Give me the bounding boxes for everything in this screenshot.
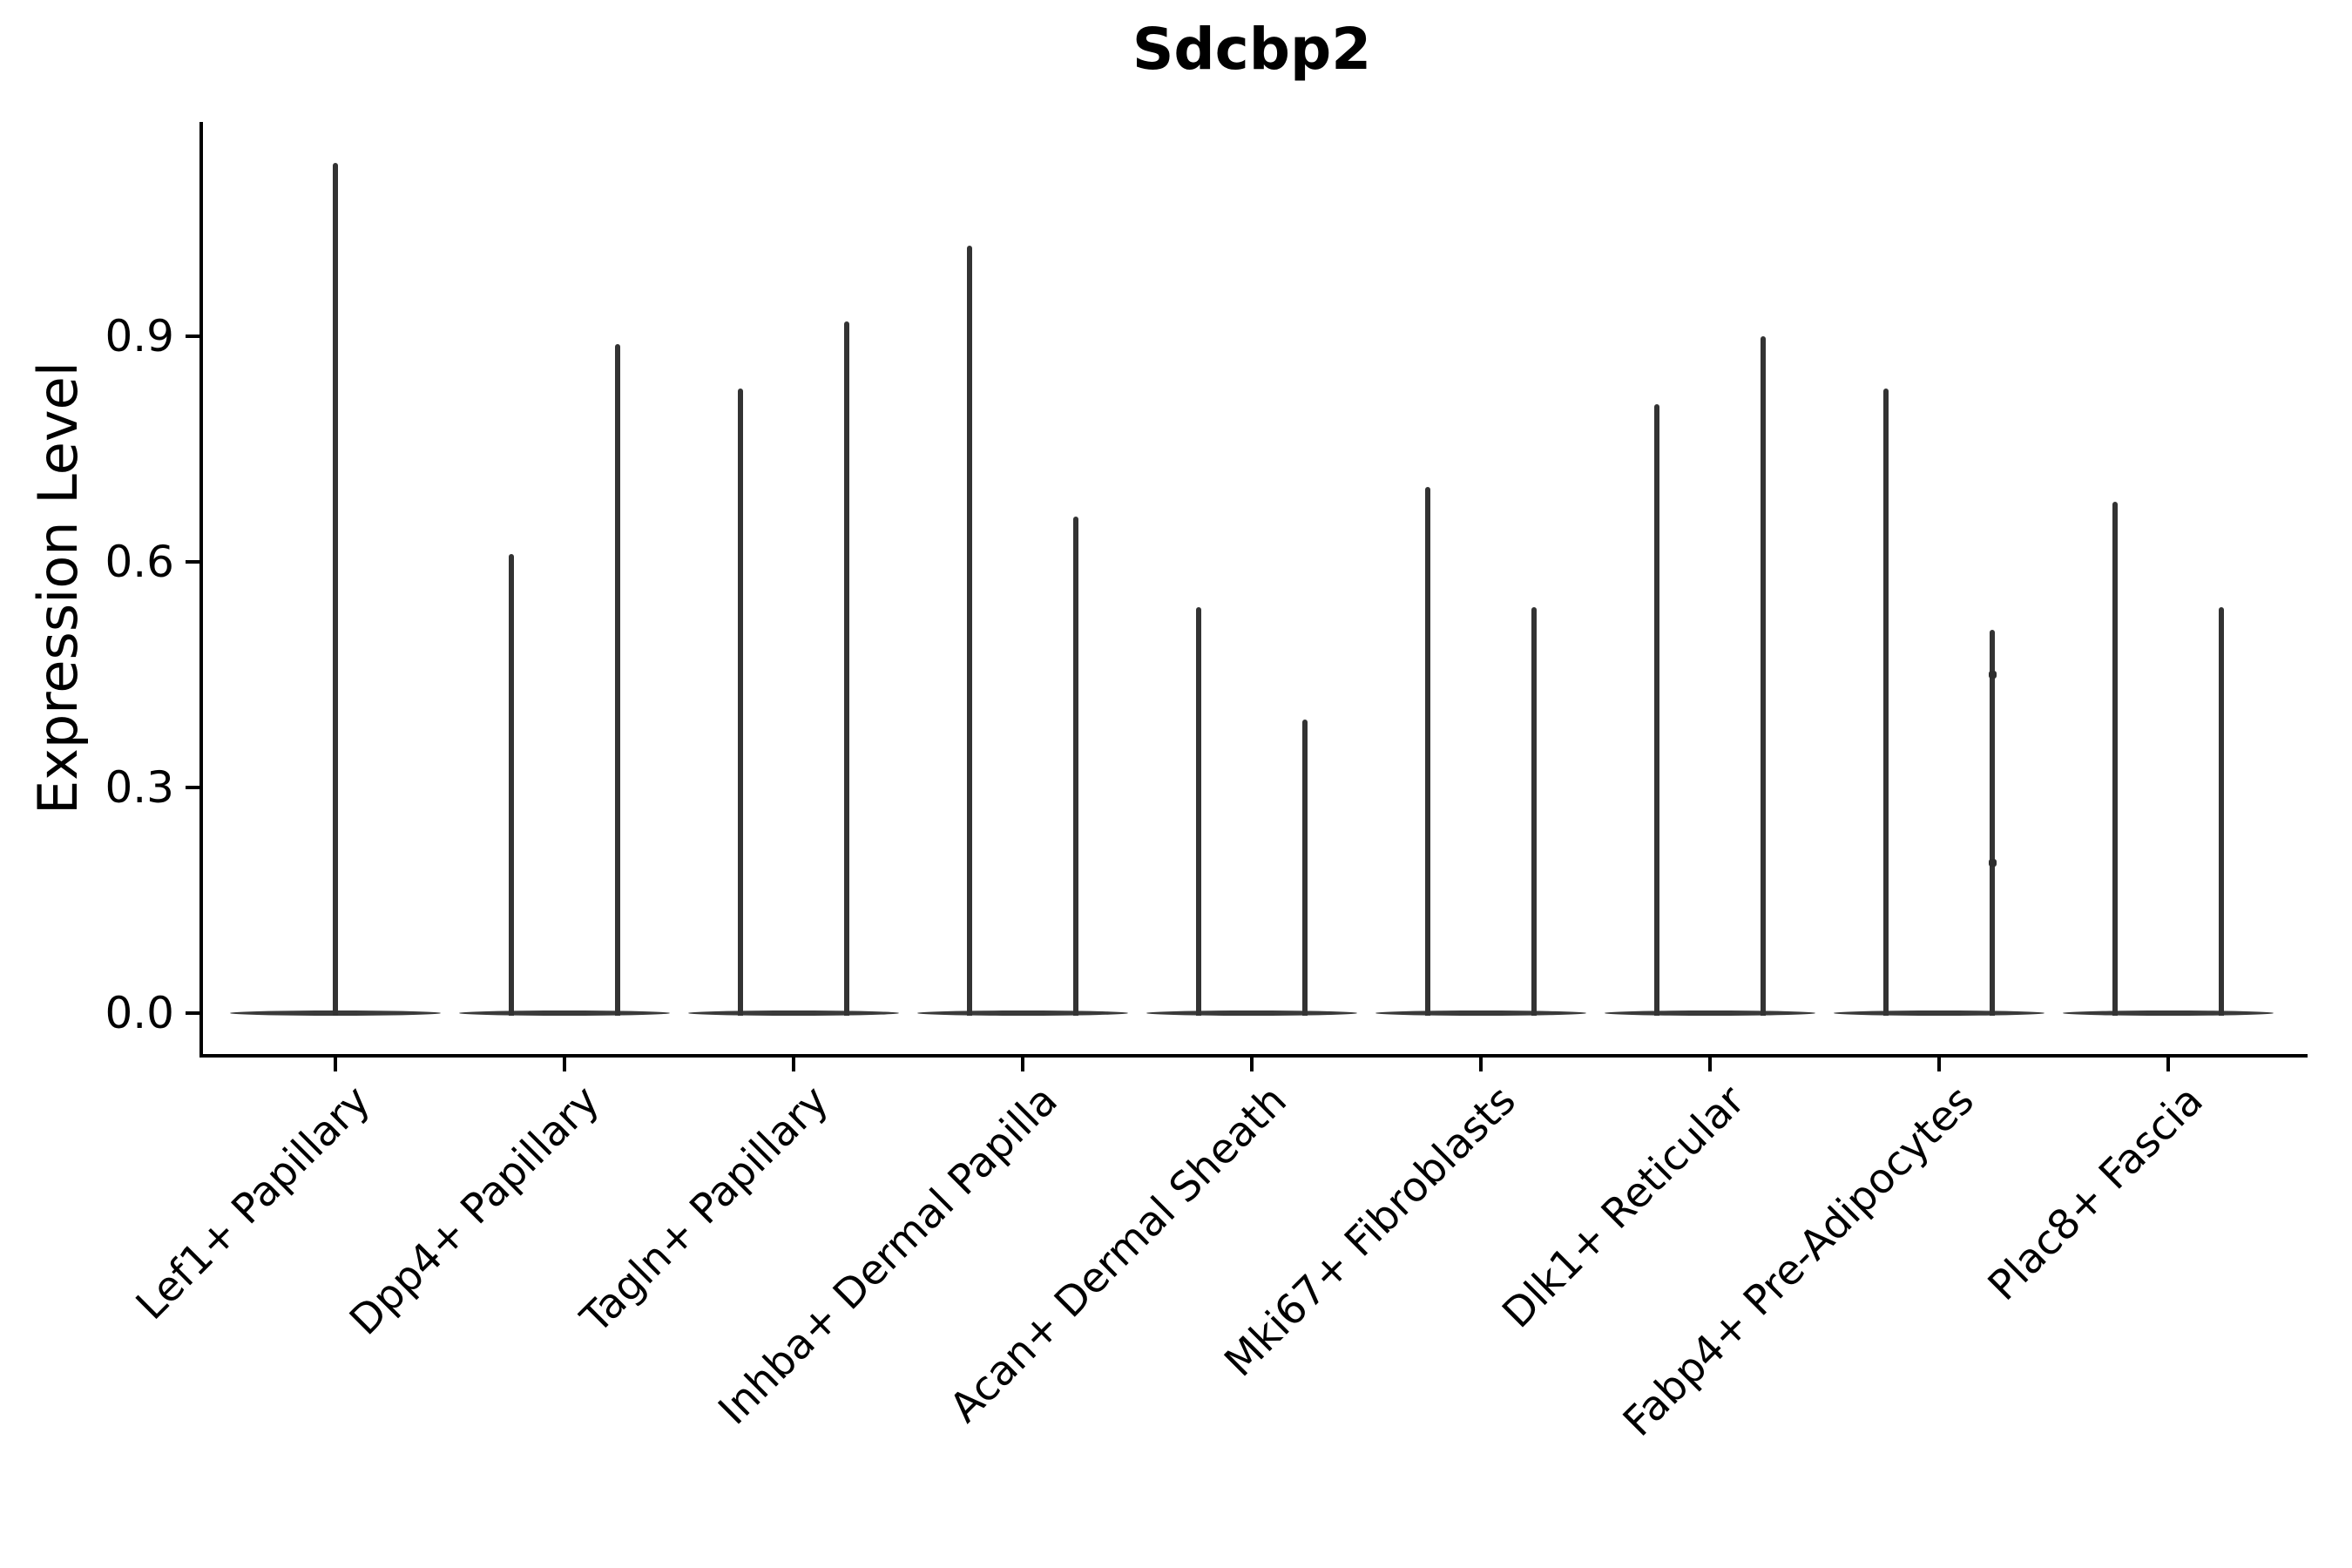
x-tick-label: Acan+ Dermal Sheath — [940, 1076, 1296, 1432]
violin-base — [1146, 1010, 1357, 1016]
violin-spike — [1654, 403, 1659, 1016]
x-tick-label: Plac8+ Fascia — [1978, 1076, 2213, 1310]
violin-base — [1834, 1010, 2044, 1016]
y-axis-tick — [186, 560, 199, 564]
violin-base — [1605, 1010, 1815, 1016]
violin-spike — [1531, 606, 1537, 1016]
x-axis-tick — [1250, 1058, 1254, 1071]
plot-area — [199, 122, 2308, 1058]
data-point — [1988, 671, 1997, 679]
violin-spike — [1883, 389, 1889, 1016]
x-axis-tick — [1708, 1058, 1712, 1071]
x-axis-tick — [1937, 1058, 1941, 1071]
violin-spike — [1761, 336, 1766, 1016]
x-axis-tick — [563, 1058, 566, 1071]
violin-spike — [1073, 517, 1078, 1016]
x-tick-label: Tagln+ Papillary — [571, 1076, 838, 1343]
y-tick-label: 0.9 — [105, 311, 174, 362]
x-tick-label: Inhba+ Dermal Papilla — [709, 1076, 1067, 1435]
violin-spike — [1196, 606, 1201, 1016]
violin-spike — [2112, 501, 2118, 1016]
violin-spike — [1302, 720, 1308, 1016]
violin-base — [2063, 1010, 2274, 1016]
x-tick-label: Mki67+ Fibroblasts — [1215, 1076, 1525, 1387]
x-axis-tick — [792, 1058, 795, 1071]
violin-spike — [615, 343, 620, 1016]
x-axis-tick — [2166, 1058, 2170, 1071]
violin-spike — [333, 163, 338, 1016]
violin-spike — [1425, 486, 1430, 1016]
x-tick-label: Dpp4+ Papillary — [341, 1076, 609, 1345]
y-tick-label: 0.6 — [105, 537, 174, 588]
data-point — [1988, 858, 1997, 867]
violin-base — [1375, 1010, 1586, 1016]
y-axis-tick — [186, 1011, 199, 1015]
x-axis-tick — [334, 1058, 337, 1071]
x-axis-tick — [1479, 1058, 1483, 1071]
y-tick-label: 0.0 — [105, 988, 174, 1038]
violin-base — [688, 1010, 899, 1016]
y-tick-label: 0.3 — [105, 762, 174, 813]
chart-title: Sdcbp2 — [1132, 16, 1372, 83]
violin-spike — [844, 321, 849, 1016]
x-tick-label: Dlk1+ Reticular — [1493, 1076, 1754, 1338]
y-axis-tick — [186, 786, 199, 789]
violin-spike — [967, 246, 972, 1016]
violin-spike — [738, 389, 743, 1016]
y-axis-label: Expression Level — [26, 362, 90, 814]
violin-base — [917, 1010, 1128, 1016]
x-tick-label: Fabp4+ Pre-Adipocytes — [1613, 1076, 1984, 1446]
y-axis-tick — [186, 335, 199, 339]
violin-spike — [2219, 606, 2224, 1016]
violin-base — [459, 1010, 670, 1016]
violin-spike — [1990, 629, 1995, 1016]
violin-spike — [509, 554, 514, 1016]
x-axis-tick — [1021, 1058, 1024, 1071]
